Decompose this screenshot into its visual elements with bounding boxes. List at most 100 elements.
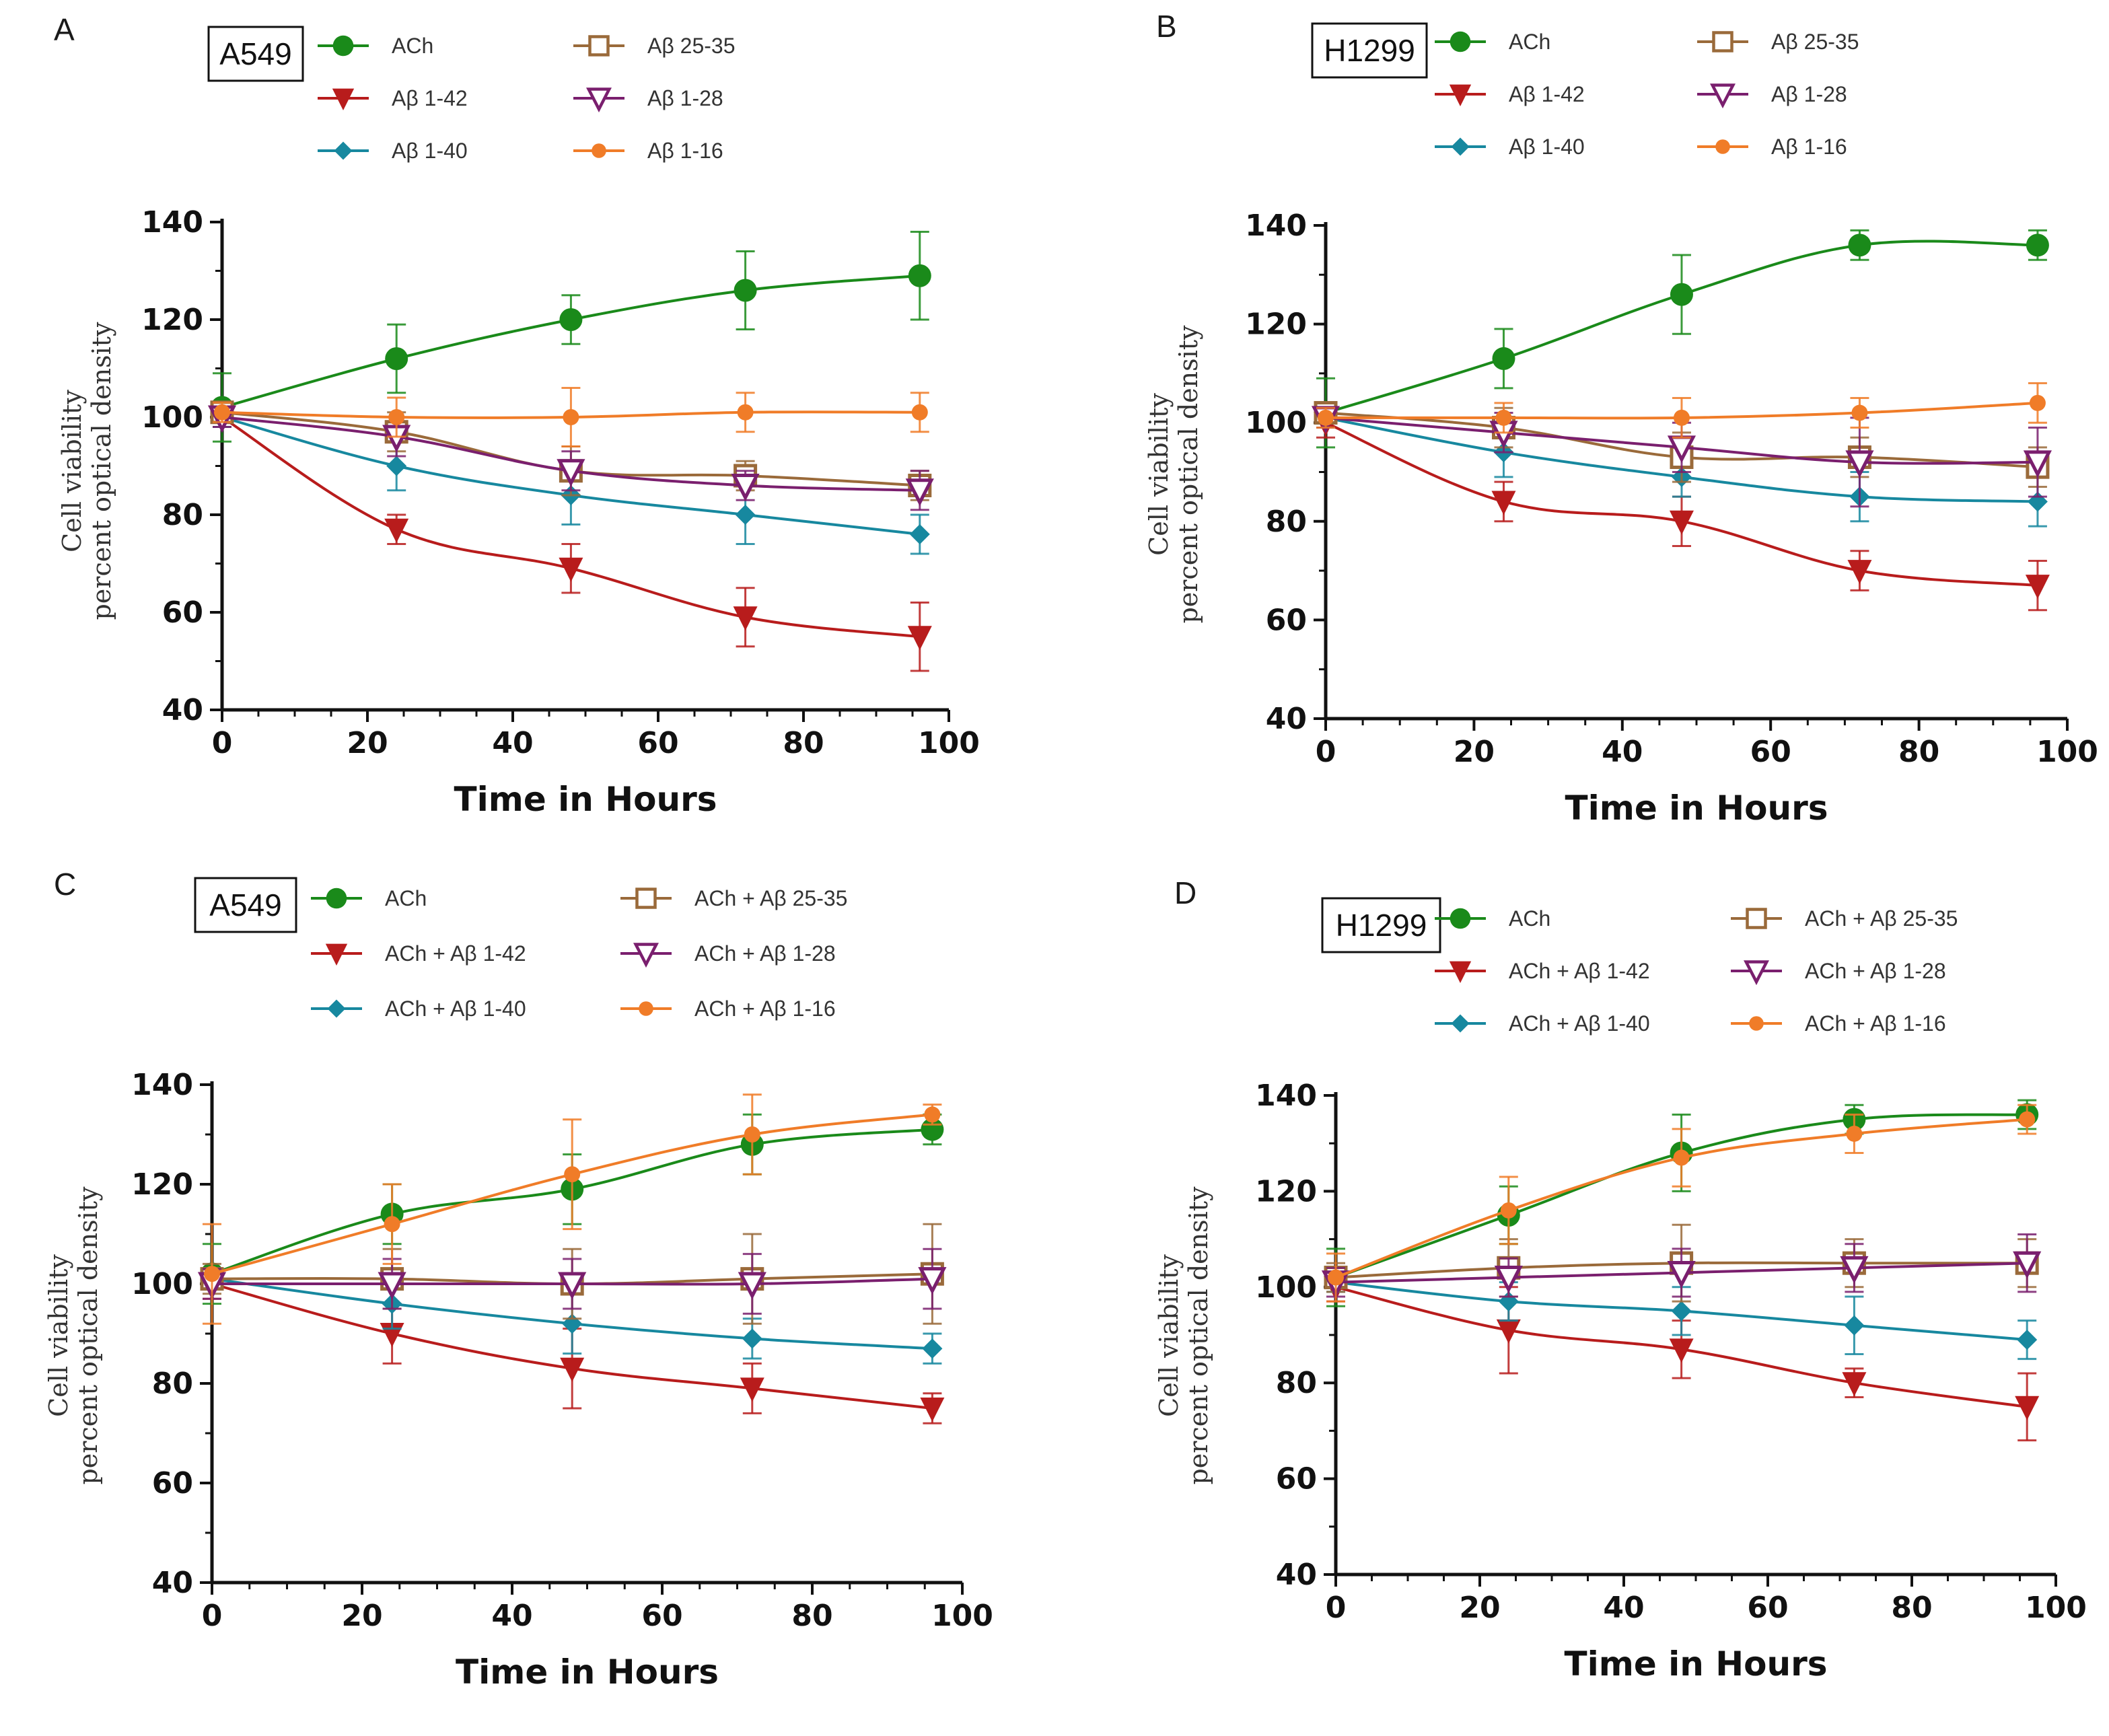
x-tick-label: 0 bbox=[1326, 1591, 1347, 1625]
y-axis-label-line-1: Cell viability bbox=[44, 1254, 73, 1417]
y-tick-label: 100 bbox=[1255, 1270, 1317, 1305]
legend-label: Aβ 1-16 bbox=[1771, 135, 1847, 159]
legend-marker-icon bbox=[1451, 1014, 1470, 1033]
legend-marker-icon bbox=[588, 35, 610, 57]
legend-marker-icon bbox=[1712, 31, 1733, 52]
data-point bbox=[1669, 510, 1694, 535]
panel-a-legend-item: Aβ 1-42 bbox=[318, 86, 468, 110]
legend-label: ACh + Aβ 1-40 bbox=[1509, 1011, 1650, 1036]
data-point bbox=[1669, 1338, 1694, 1363]
x-tick-label: 80 bbox=[783, 726, 824, 760]
legend-marker-icon bbox=[635, 888, 657, 909]
y-tick-label: 80 bbox=[1266, 505, 1307, 539]
legend-marker-icon bbox=[1744, 960, 1769, 986]
data-point bbox=[378, 1272, 406, 1300]
panel-a-cell-line-label: A549 bbox=[219, 36, 291, 71]
y-tick-label: 140 bbox=[141, 205, 203, 240]
y-tick-label: 40 bbox=[1276, 1558, 1317, 1592]
x-tick-label: 20 bbox=[341, 1599, 382, 1633]
legend-marker-icon bbox=[325, 943, 348, 966]
data-point bbox=[1842, 1372, 1867, 1397]
panel-d: D H1299 ACh ACh + Aβ 1-42 ACh + Aβ 1-40 ACh +… bbox=[1154, 875, 2087, 1684]
data-point bbox=[1491, 491, 1516, 515]
y-tick-label: 120 bbox=[131, 1167, 193, 1202]
data-point bbox=[2019, 1111, 2036, 1128]
data-point bbox=[386, 456, 407, 476]
data-point bbox=[1492, 347, 1515, 370]
panel-a-y-axis-label: Cell viability percent optical density bbox=[57, 322, 116, 620]
y-tick-label: 140 bbox=[131, 1068, 193, 1102]
panel-c-legend: ACh ACh + Aβ 1-42 ACh + Aβ 1-40 ACh + Aβ 25… bbox=[311, 886, 847, 1021]
x-tick-label: 20 bbox=[1459, 1591, 1500, 1625]
panel-a-series bbox=[213, 387, 929, 447]
legend-marker-icon bbox=[1450, 908, 1471, 929]
y-tick-label: 80 bbox=[152, 1367, 193, 1401]
data-point bbox=[557, 459, 585, 487]
data-point bbox=[1496, 1319, 1521, 1344]
x-tick-label: 40 bbox=[1603, 1591, 1644, 1625]
panel-b-cell-line-label: H1299 bbox=[1324, 33, 1415, 68]
legend-label: ACh + Aβ 25-35 bbox=[1805, 906, 1958, 931]
legend-label: Aβ 1-40 bbox=[392, 139, 468, 163]
panel-d-cell-line-box bbox=[1321, 897, 1441, 953]
data-point bbox=[1328, 1269, 1344, 1286]
legend-marker-icon bbox=[592, 143, 606, 158]
data-point bbox=[563, 409, 579, 425]
legend-label: ACh + Aβ 1-16 bbox=[1805, 1011, 1946, 1036]
legend-marker-icon bbox=[332, 35, 354, 57]
panel-d-legend-item: ACh + Aβ 25-35 bbox=[1731, 906, 1958, 931]
data-point bbox=[742, 1328, 762, 1349]
legend-marker-icon bbox=[1449, 84, 1472, 106]
data-point bbox=[918, 1267, 947, 1295]
legend-label: Aβ 25-35 bbox=[647, 34, 735, 58]
panel-c-legend-item: ACh + Aβ 1-28 bbox=[620, 941, 836, 968]
panel-c-x-axis-label: Time in Hours bbox=[456, 1653, 719, 1692]
legend-label: Aβ 1-28 bbox=[647, 86, 723, 110]
data-point bbox=[920, 1398, 945, 1422]
legend-marker-icon bbox=[639, 1001, 653, 1016]
y-tick-label: 120 bbox=[1245, 308, 1307, 342]
panel-b-legend-item: Aβ 1-42 bbox=[1435, 82, 1585, 106]
data-point bbox=[1671, 1301, 1692, 1322]
data-point bbox=[738, 1272, 766, 1300]
data-point bbox=[744, 1126, 760, 1143]
panel-d-legend-item: ACh bbox=[1435, 906, 1550, 931]
data-point bbox=[1318, 409, 1334, 426]
data-point bbox=[1494, 1266, 1523, 1294]
panel-c-legend-item: ACh + Aβ 1-40 bbox=[311, 997, 526, 1021]
panel-b-cell-line-box bbox=[1311, 22, 1428, 79]
legend-label: ACh bbox=[385, 886, 427, 910]
x-tick-label: 80 bbox=[1898, 735, 1939, 769]
data-point bbox=[204, 1266, 220, 1282]
data-point bbox=[2015, 1396, 2040, 1420]
data-point bbox=[1500, 1202, 1517, 1219]
legend-label: ACh + Aβ 1-42 bbox=[385, 941, 526, 966]
legend-label: ACh + Aβ 1-42 bbox=[1509, 959, 1650, 983]
x-tick-label: 100 bbox=[931, 1599, 993, 1633]
data-point bbox=[1845, 450, 1874, 478]
y-axis-label-line-1: Cell viability bbox=[1144, 393, 1174, 556]
y-tick-label: 140 bbox=[1245, 209, 1307, 243]
y-tick-label: 120 bbox=[141, 303, 203, 337]
legend-marker-icon bbox=[1451, 137, 1470, 156]
y-tick-label: 40 bbox=[162, 693, 203, 727]
panel-a-cell-line-box bbox=[207, 26, 304, 82]
panel-d-letter: D bbox=[1174, 875, 1196, 910]
y-tick-label: 40 bbox=[152, 1566, 193, 1600]
data-point bbox=[1846, 1125, 1863, 1142]
data-point bbox=[1844, 1315, 1865, 1336]
y-axis-label-line-2: percent optical density bbox=[1174, 325, 1203, 624]
panel-b-y-axis-label: Cell viability percent optical density bbox=[1144, 325, 1203, 624]
data-point bbox=[907, 626, 932, 651]
panel-a-legend-item: Aβ 1-40 bbox=[318, 139, 468, 163]
y-tick-label: 80 bbox=[162, 498, 203, 532]
panel-c-series bbox=[203, 1093, 942, 1325]
panel-b-letter: B bbox=[1156, 9, 1177, 44]
y-tick-label: 60 bbox=[1276, 1462, 1317, 1496]
panel-a-legend-item: ACh bbox=[318, 34, 433, 58]
panel-c-letter: C bbox=[54, 867, 76, 902]
panel-d-y-axis-label: Cell viability percent optical density bbox=[1154, 1186, 1213, 1485]
data-point bbox=[1847, 560, 1872, 585]
data-point bbox=[384, 1216, 400, 1233]
